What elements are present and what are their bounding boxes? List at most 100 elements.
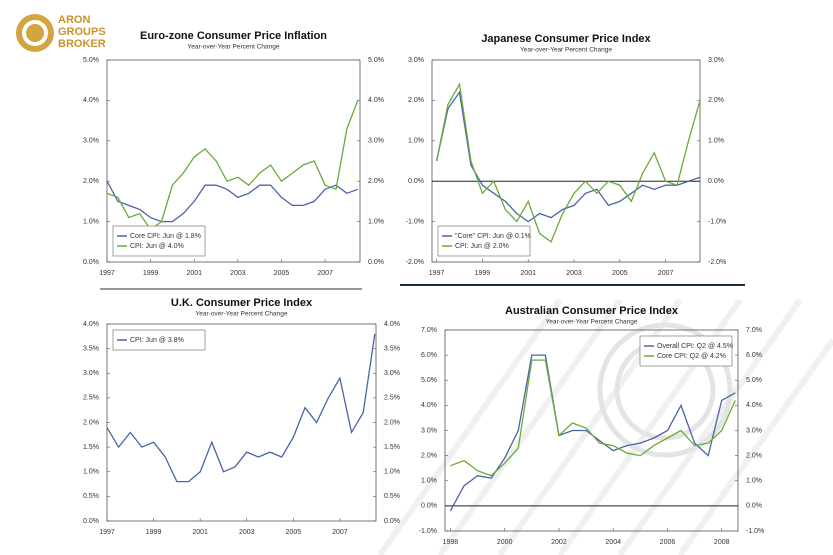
y2-tick-label: 5.0% (746, 377, 762, 384)
plot-frame (431, 59, 701, 263)
y2-tick-label: 2.0% (384, 419, 400, 426)
y2-tick-label: 2.0% (746, 452, 762, 459)
y-tick-label: -1.0% (419, 528, 437, 535)
y2-tick-label: 1.0% (384, 469, 400, 476)
y-tick-label: 4.0% (83, 97, 99, 104)
chart-subtitle: Year-over-Year Percent Change (545, 319, 637, 326)
y2-tick-label: 1.0% (368, 218, 384, 225)
x-tick-label: 1997 (99, 529, 115, 536)
y2-tick-label: 3.0% (708, 57, 724, 64)
y-tick-label: 3.0% (83, 370, 99, 377)
y-tick-label: -2.0% (406, 259, 424, 266)
logo-text: GROUPS (58, 26, 106, 38)
x-tick-label: 2001 (520, 270, 536, 277)
y2-tick-label: 1.5% (384, 444, 400, 451)
y-tick-label: 2.5% (83, 395, 99, 402)
y-tick-label: 2.0% (408, 97, 424, 104)
series-line (106, 333, 376, 483)
x-tick-label: 1999 (475, 270, 491, 277)
y2-tick-label: -1.0% (746, 528, 764, 535)
y2-tick-label: 0.0% (368, 259, 384, 266)
y-tick-label: 0.5% (83, 493, 99, 500)
y2-tick-label: 3.0% (384, 370, 400, 377)
x-tick-label: 2001 (186, 270, 202, 277)
chart-title: Japanese Consumer Price Index (481, 33, 651, 45)
y-tick-label: 3.5% (83, 345, 99, 352)
x-tick-label: 1999 (143, 270, 159, 277)
y2-tick-label: 2.5% (384, 395, 400, 402)
y2-tick-label: 4.0% (368, 97, 384, 104)
y-tick-label: 1.0% (421, 478, 437, 485)
series-line (449, 354, 736, 512)
y-tick-label: 5.0% (421, 377, 437, 384)
x-tick-label: 2007 (658, 270, 674, 277)
series-line (106, 180, 359, 223)
plot-frame (106, 59, 361, 263)
y-tick-label: 5.0% (83, 57, 99, 64)
y2-tick-label: 7.0% (746, 327, 762, 334)
x-tick-label: 1998 (443, 539, 459, 546)
logo-text: BROKER (58, 38, 106, 50)
y2-tick-label: 4.0% (384, 321, 400, 328)
y-tick-label: 1.0% (83, 469, 99, 476)
logo-mark-core (26, 24, 44, 42)
y2-tick-label: 0.0% (708, 178, 724, 185)
legend-box (639, 335, 733, 367)
y2-tick-label: 0.0% (746, 503, 762, 510)
legend-box (112, 329, 206, 351)
y-tick-label: 2.0% (83, 419, 99, 426)
y-tick-label: 4.0% (83, 321, 99, 328)
chart-title: U.K. Consumer Price Index (171, 297, 313, 309)
y-tick-label: 7.0% (421, 327, 437, 334)
x-tick-label: 2001 (192, 529, 208, 536)
series-line (435, 82, 701, 243)
x-tick-label: 1999 (146, 529, 162, 536)
x-tick-label: 2008 (714, 539, 730, 546)
y2-tick-label: 3.0% (746, 427, 762, 434)
x-tick-label: 2002 (551, 539, 567, 546)
x-tick-label: 2007 (317, 270, 333, 277)
y2-tick-label: 0.5% (384, 493, 400, 500)
y2-tick-label: -1.0% (708, 218, 726, 225)
x-tick-label: 2000 (497, 539, 513, 546)
y-tick-label: 6.0% (421, 352, 437, 359)
y-tick-label: 0.0% (421, 503, 437, 510)
chart-title: Euro-zone Consumer Price Inflation (140, 30, 327, 42)
x-tick-label: 2005 (274, 270, 290, 277)
x-tick-label: 2004 (605, 539, 621, 546)
legend-label: Core CPI: Q2 @ 4.2% (657, 353, 726, 360)
y-tick-label: 2.0% (83, 178, 99, 185)
series-line (435, 90, 701, 223)
y2-tick-label: 5.0% (368, 57, 384, 64)
legend-label: CPI: Jun @ 2.0% (455, 243, 509, 250)
y-tick-label: 2.0% (421, 452, 437, 459)
y-tick-label: 4.0% (421, 402, 437, 409)
y-tick-label: 0.0% (408, 178, 424, 185)
y-tick-label: 0.0% (83, 259, 99, 266)
y2-tick-label: 1.0% (708, 138, 724, 145)
chart-subtitle: Year-over-Year Percent Change (520, 47, 612, 54)
chart-subtitle: Year-over-Year Percent Change (187, 44, 279, 51)
series-line (450, 359, 736, 477)
legend-label: "Core" CPI: Jun @ 0.1% (455, 233, 531, 240)
y2-tick-label: 0.0% (384, 518, 400, 525)
y-tick-label: -1.0% (406, 218, 424, 225)
x-tick-label: 2003 (566, 270, 582, 277)
y2-tick-label: 2.0% (368, 178, 384, 185)
x-tick-label: 2003 (230, 270, 246, 277)
legend-label: CPI: Jun @ 3.8% (130, 337, 184, 344)
logo-text: ARON (58, 14, 90, 26)
legend-label: Overall CPI: Q2 @ 4.5% (657, 343, 733, 350)
y2-tick-label: 3.0% (368, 138, 384, 145)
chart-title: Australian Consumer Price Index (505, 305, 679, 317)
x-tick-label: 1997 (429, 270, 445, 277)
legend-box (112, 225, 206, 257)
plot-frame (106, 323, 377, 522)
y-tick-label: 0.0% (83, 518, 99, 525)
x-tick-label: 2005 (612, 270, 628, 277)
y-tick-label: 1.0% (408, 138, 424, 145)
logo: ARON GROUPS BROKER (16, 14, 106, 52)
y2-tick-label: 6.0% (746, 352, 762, 359)
y2-tick-label: 3.5% (384, 345, 400, 352)
